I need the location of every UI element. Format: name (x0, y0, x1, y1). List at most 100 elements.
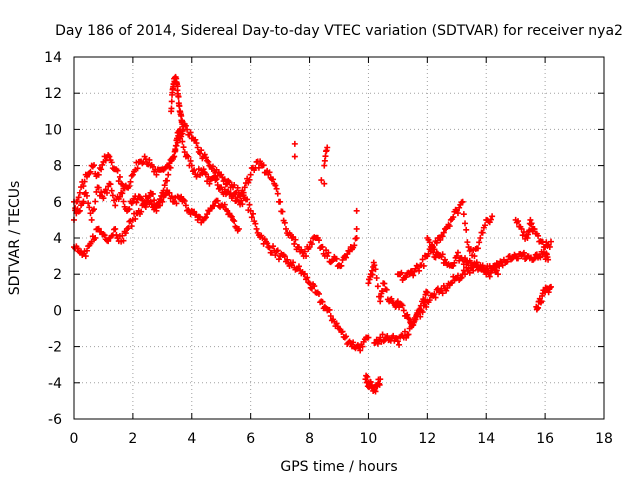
data-point (125, 225, 132, 232)
y-tick-label: 12 (44, 86, 62, 102)
data-point (85, 200, 92, 207)
data-point (112, 225, 119, 232)
data-point (363, 372, 370, 379)
data-point (166, 189, 173, 196)
data-point (535, 232, 542, 239)
data-point (381, 280, 388, 287)
data-point (213, 176, 220, 183)
data-point (416, 267, 423, 274)
data-point (479, 229, 486, 236)
data-point (81, 178, 88, 185)
data-point (364, 373, 371, 380)
data-point (298, 246, 305, 253)
data-point (246, 201, 253, 208)
data-point (308, 241, 315, 248)
data-point (92, 234, 99, 241)
data-point (273, 185, 280, 192)
data-point (319, 243, 326, 250)
data-point (531, 255, 538, 262)
data-point (288, 235, 295, 241)
data-point (122, 230, 129, 237)
data-point (520, 249, 527, 256)
plot-frame (73, 56, 605, 420)
data-point (274, 190, 281, 197)
data-point (432, 254, 439, 261)
data-point (188, 162, 195, 169)
data-point (107, 181, 114, 188)
data-point (423, 303, 430, 310)
data-point (174, 83, 181, 90)
x-tick-label: 4 (187, 431, 196, 447)
data-point (490, 264, 497, 271)
data-point (426, 297, 433, 304)
data-point (343, 333, 350, 340)
data-point (161, 182, 168, 189)
data-point (351, 242, 358, 249)
data-point (246, 176, 253, 183)
data-point (338, 262, 345, 269)
data-point (178, 133, 185, 140)
data-point (171, 153, 178, 160)
data-point (284, 256, 291, 263)
data-point (151, 197, 158, 204)
data-point (241, 184, 248, 191)
data-point (255, 164, 262, 171)
data-point (193, 140, 200, 147)
data-point (272, 252, 279, 259)
data-point (279, 208, 286, 215)
data-point (179, 121, 186, 128)
data-point (474, 245, 481, 252)
data-point (365, 334, 372, 341)
data-point (400, 307, 407, 314)
data-point (91, 162, 98, 169)
data-point (176, 103, 183, 110)
data-point (291, 153, 298, 160)
data-point (202, 154, 209, 161)
data-point (538, 298, 545, 305)
data-point (182, 122, 189, 129)
data-point (75, 194, 82, 201)
data-point (515, 218, 522, 225)
data-point (248, 214, 255, 221)
data-point (275, 256, 282, 263)
data-point (477, 235, 484, 241)
data-point (458, 274, 465, 281)
data-point (197, 150, 204, 157)
x-tick-label: 8 (305, 431, 314, 447)
data-point (377, 376, 384, 383)
data-point (244, 196, 251, 203)
data-point (228, 213, 235, 220)
data-point (301, 248, 308, 255)
data-point (108, 159, 115, 166)
data-point (128, 223, 135, 230)
y-tick-label: 14 (44, 50, 62, 66)
data-point (439, 233, 446, 240)
data-point (83, 192, 90, 199)
data-point (353, 207, 360, 214)
data-point (114, 167, 121, 174)
data-point (453, 253, 460, 260)
data-point (270, 176, 277, 183)
data-point (315, 290, 322, 297)
data-point (221, 201, 228, 208)
data-point (324, 253, 331, 260)
data-point (138, 208, 145, 215)
data-point (191, 167, 198, 174)
data-point (281, 219, 288, 226)
data-point (357, 347, 364, 354)
data-point (133, 199, 140, 206)
data-point (326, 306, 333, 313)
data-point (191, 208, 198, 215)
data-point (153, 171, 160, 178)
data-point (406, 325, 413, 332)
data-point (439, 290, 446, 297)
data-point (291, 140, 298, 147)
data-point (217, 185, 224, 192)
data-point (142, 203, 149, 210)
data-point (181, 149, 188, 156)
data-point (462, 271, 469, 278)
data-point (426, 239, 433, 246)
y-tick-label: -4 (48, 376, 62, 392)
data-point (164, 177, 171, 184)
data-point (419, 309, 426, 316)
